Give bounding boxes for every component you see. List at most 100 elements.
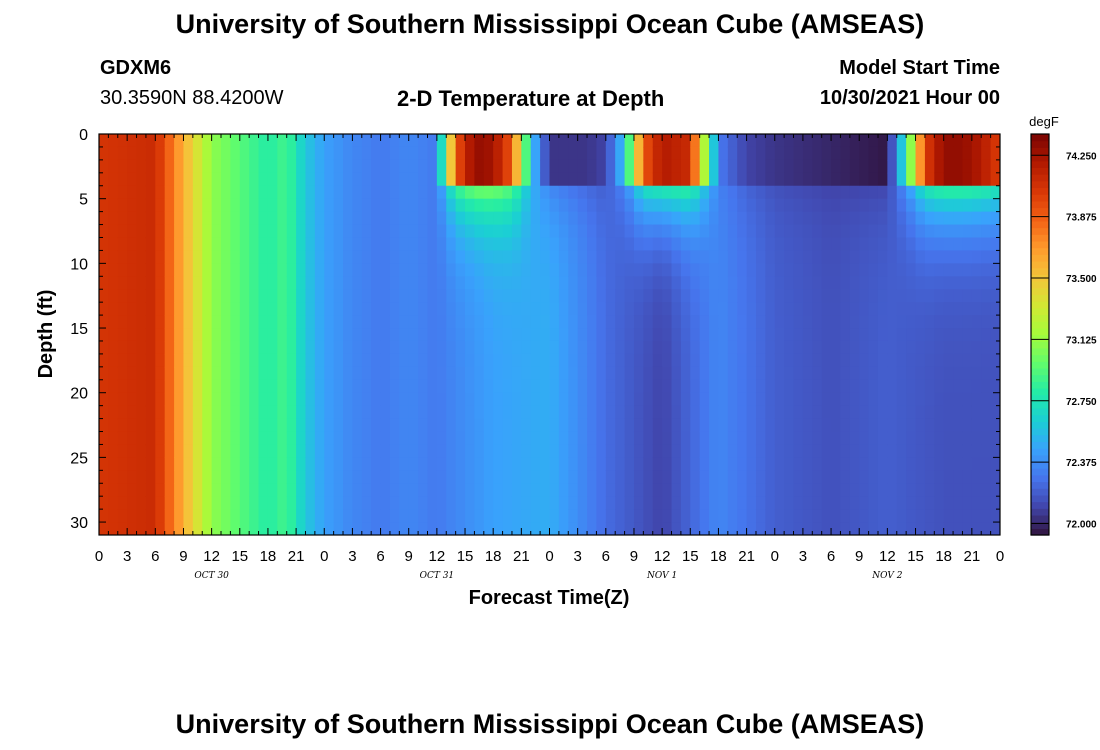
heatmap-cell [624,522,635,535]
heatmap-cell [446,185,457,200]
heatmap-cell [183,366,194,381]
heatmap-cell [136,198,147,213]
heatmap-cell [727,509,738,523]
heatmap-cell [671,289,682,303]
heatmap-cell [418,496,429,510]
heatmap-cell [530,470,541,484]
heatmap-cell [680,159,691,174]
heatmap-cell [99,250,109,264]
heatmap-cell [821,522,832,535]
heatmap-cell [239,444,250,458]
heatmap-cell [802,134,813,148]
heatmap-cell [671,211,682,226]
heatmap-cell [831,496,842,510]
heatmap-cell [943,289,954,303]
heatmap-cell [136,457,147,471]
heatmap-cell [145,418,156,433]
heatmap-cell [389,185,400,200]
heatmap-cell [380,237,391,252]
heatmap-cell [568,366,579,381]
colorbar-segment [1031,434,1049,443]
heatmap-cell [465,134,476,148]
heatmap-cell [174,159,185,174]
heatmap-cell [549,315,560,329]
heatmap-cell [136,315,147,329]
heatmap-cell [605,418,616,433]
heatmap-cell [877,457,888,471]
heatmap-cell [633,263,644,277]
heatmap-cell [577,431,588,446]
heatmap-cell [915,522,926,535]
heatmap-cell [718,444,729,458]
heatmap-cell [493,522,504,535]
heatmap-cell [971,146,982,161]
heatmap-cell [192,159,203,174]
heatmap-cell [906,483,917,497]
heatmap-cell [117,353,128,368]
heatmap-cell [812,470,823,484]
heatmap-cell [324,444,335,458]
heatmap-cell [765,405,776,420]
x-tick-label: 0 [320,548,328,565]
heatmap-cell [389,444,400,458]
heatmap-cell [361,392,372,407]
heatmap-cell [859,276,870,290]
heatmap-cell [305,146,316,161]
heatmap-cell [962,366,973,381]
heatmap-cell [502,159,513,174]
heatmap-cell [427,302,438,316]
heatmap-cell [793,496,804,510]
heatmap-cell [662,366,673,381]
heatmap-cell [427,250,438,264]
heatmap-cell [727,340,738,355]
heatmap-cell [962,315,973,329]
heatmap-cell [108,134,119,148]
heatmap-cell [145,366,156,381]
heatmap-cell [868,509,879,523]
heatmap-cell [455,457,466,471]
heatmap-cell [389,146,400,161]
heatmap-cell [164,172,175,187]
heatmap-cell [990,392,1000,407]
heatmap-cell [662,353,673,368]
heatmap-cell [352,263,363,277]
heatmap-cell [633,328,644,342]
heatmap-cell [286,483,297,497]
heatmap-cell [774,405,785,420]
heatmap-cell [577,457,588,471]
heatmap-cell [230,328,241,342]
heatmap-cell [267,315,278,329]
heatmap-cell [408,211,419,226]
heatmap-cell [727,146,738,161]
heatmap-cell [540,134,551,148]
heatmap-cell [371,224,382,239]
heatmap-cell [831,470,842,484]
heatmap-cell [399,315,410,329]
heatmap-cell [371,134,382,148]
heatmap-cell [943,457,954,471]
heatmap-cell [127,146,138,161]
heatmap-cell [652,276,663,290]
heatmap-cell [840,444,851,458]
heatmap-cell [371,405,382,420]
heatmap-cell [286,366,297,381]
heatmap-cell [690,146,701,161]
heatmap-cell [690,289,701,303]
heatmap-cell [577,405,588,420]
heatmap-cell [343,185,354,200]
heatmap-cell [530,405,541,420]
heatmap-cell [474,392,485,407]
heatmap-cell [934,522,945,535]
heatmap-cell [230,159,241,174]
colorbar-segment [1031,301,1049,309]
colorbar-segment [1031,354,1049,362]
heatmap-cell [718,146,729,161]
heatmap-cell [324,366,335,381]
heatmap-cell [333,418,344,433]
heatmap-cell [549,509,560,523]
heatmap-cell [267,198,278,213]
heatmap-cell [934,134,945,148]
heatmap-cell [230,224,241,239]
heatmap-cell [568,457,579,471]
heatmap-cell [202,185,213,200]
